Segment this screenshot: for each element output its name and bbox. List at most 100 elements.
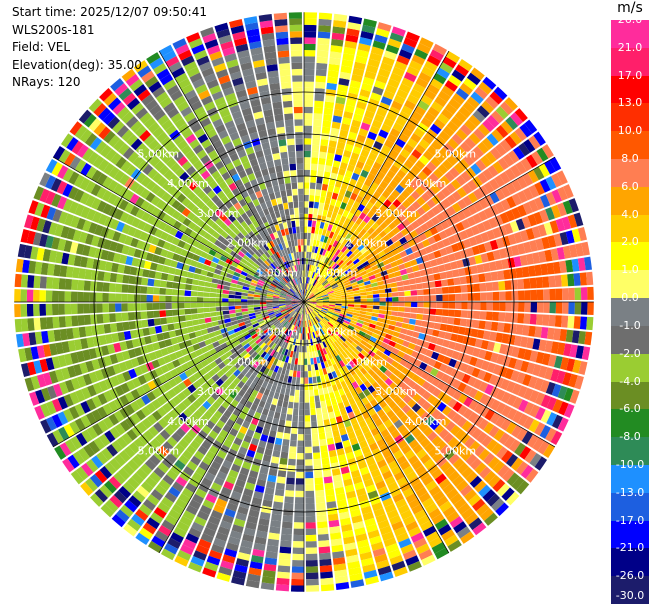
velocity-gate — [337, 259, 344, 267]
velocity-gate — [324, 353, 330, 361]
velocity-gate — [331, 468, 341, 477]
velocity-gate — [402, 199, 411, 209]
velocity-gate — [146, 294, 153, 302]
velocity-gate — [405, 408, 416, 419]
velocity-gate — [320, 400, 327, 408]
velocity-gate — [534, 392, 546, 406]
velocity-gate — [243, 434, 253, 444]
velocity-gate — [412, 481, 425, 493]
velocity-gate — [327, 292, 335, 296]
velocity-gate — [109, 426, 121, 440]
velocity-gate — [326, 323, 333, 329]
velocity-gate — [135, 397, 146, 409]
velocity-gate — [278, 559, 291, 567]
velocity-gate — [387, 230, 396, 239]
velocity-gate — [432, 43, 448, 56]
velocity-gate — [286, 305, 293, 309]
velocity-gate — [219, 429, 229, 439]
velocity-gate — [478, 484, 492, 498]
velocity-gate — [410, 296, 418, 302]
velocity-gate — [286, 471, 296, 479]
velocity-gate — [327, 309, 334, 314]
velocity-gate — [397, 204, 407, 213]
velocity-gate — [459, 276, 467, 285]
velocity-gate — [332, 20, 347, 28]
velocity-gate — [327, 513, 339, 522]
velocity-gate — [256, 363, 263, 371]
velocity-gate — [288, 458, 296, 466]
velocity-gate — [324, 243, 330, 251]
velocity-gate — [443, 262, 452, 271]
velocity-gate — [399, 250, 408, 258]
velocity-gate — [352, 475, 363, 485]
velocity-gate — [357, 254, 365, 261]
velocity-gate — [419, 181, 430, 192]
velocity-gate — [405, 555, 420, 566]
velocity-gate — [485, 96, 499, 110]
velocity-gate — [412, 443, 423, 455]
velocity-gate — [299, 390, 304, 397]
velocity-gate — [281, 406, 288, 414]
velocity-gate — [351, 267, 359, 274]
velocity-gate — [312, 439, 320, 447]
velocity-gate — [94, 488, 108, 503]
velocity-gate — [551, 383, 562, 398]
velocity-gate — [211, 320, 219, 327]
velocity-gate — [77, 303, 84, 314]
velocity-gate — [335, 575, 349, 584]
velocity-gate — [390, 315, 398, 321]
velocity-gate — [333, 356, 339, 364]
velocity-gate — [304, 264, 306, 271]
velocity-gate — [455, 128, 468, 141]
velocity-gate — [298, 427, 304, 435]
velocity-gate — [192, 471, 204, 483]
velocity-gate — [108, 293, 116, 302]
velocity-gate — [268, 390, 275, 398]
velocity-gate — [401, 105, 413, 116]
velocity-gate — [365, 253, 373, 261]
velocity-gate — [571, 258, 580, 272]
velocity-gate — [370, 346, 378, 354]
velocity-gate — [454, 285, 462, 293]
velocity-gate — [341, 523, 353, 532]
velocity-gate — [147, 278, 155, 287]
velocity-gate — [216, 284, 224, 290]
velocity-gate — [385, 239, 394, 247]
velocity-gate — [351, 514, 363, 524]
velocity-gate — [102, 303, 109, 313]
velocity-gate — [147, 380, 157, 391]
velocity-gate — [439, 346, 448, 356]
velocity-gate — [441, 316, 449, 324]
velocity-gate — [345, 425, 354, 434]
velocity-gate — [188, 527, 202, 538]
velocity-gate — [351, 381, 359, 389]
velocity-gate — [114, 385, 125, 397]
velocity-gate — [234, 361, 242, 369]
velocity-gate — [320, 451, 329, 459]
velocity-gate — [331, 342, 338, 350]
velocity-gate — [448, 470, 460, 483]
velocity-gate — [319, 558, 332, 567]
velocity-gate — [252, 361, 260, 369]
velocity-gate — [448, 294, 456, 301]
velocity-gate — [422, 426, 434, 437]
velocity-gate — [177, 402, 187, 412]
velocity-gate — [308, 320, 311, 327]
velocity-gate — [405, 520, 419, 532]
velocity-gate — [364, 575, 380, 586]
velocity-gate — [319, 312, 326, 317]
velocity-gate — [262, 454, 272, 463]
velocity-gate — [281, 381, 287, 389]
velocity-gate — [81, 387, 92, 400]
velocity-gate — [330, 281, 337, 287]
velocity-gate — [209, 360, 218, 369]
velocity-gate — [362, 388, 371, 397]
velocity-gate — [365, 311, 373, 316]
velocity-gate — [307, 264, 310, 271]
velocity-gate — [402, 242, 411, 250]
velocity-gate — [248, 423, 257, 432]
velocity-gate — [432, 451, 444, 463]
velocity-gate — [344, 484, 355, 493]
velocity-gate — [229, 333, 237, 340]
velocity-gate — [490, 352, 499, 363]
